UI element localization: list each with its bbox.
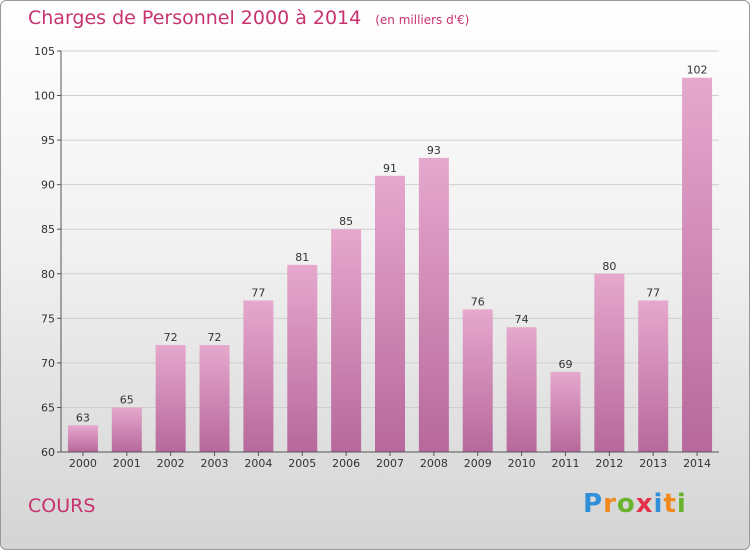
bar-2013 xyxy=(638,300,669,452)
bar-2000 xyxy=(67,425,98,452)
x-tick-label-2005: 2005 xyxy=(288,457,316,470)
y-tick-label: 65 xyxy=(41,401,55,414)
title-text: Charges de Personnel 2000 à 2014 xyxy=(28,7,362,29)
logo-letter: i xyxy=(676,489,687,519)
chart-title: Charges de Personnel 2000 à 2014 (en mill… xyxy=(28,7,469,29)
y-tick-label: 80 xyxy=(41,268,55,281)
y-tick-label: 95 xyxy=(41,134,55,147)
bar-2005 xyxy=(287,264,318,452)
y-tick-label: 85 xyxy=(41,223,55,236)
x-tick-label-2000: 2000 xyxy=(69,457,97,470)
data-label-2007: 91 xyxy=(383,162,397,175)
x-tick-label-2012: 2012 xyxy=(595,457,623,470)
x-tick-label-2006: 2006 xyxy=(332,457,360,470)
x-axis: 2000 2001 2002 2003 2004 2005 2006 2007 2008 2009… xyxy=(61,451,719,470)
logo-letter: P xyxy=(583,489,604,519)
y-tick-label: 60 xyxy=(41,446,55,459)
logo-letter: r xyxy=(603,489,617,519)
data-label-2000: 63 xyxy=(76,411,90,424)
x-tick-label-2013: 2013 xyxy=(639,457,667,470)
x-tick-label-2011: 2011 xyxy=(551,457,579,470)
x-tick-label-2010: 2010 xyxy=(508,457,536,470)
data-label-2010: 74 xyxy=(515,313,529,326)
bar-2011 xyxy=(550,371,581,452)
bar-2014 xyxy=(682,77,713,452)
bar-2012 xyxy=(594,273,625,452)
x-tick-label-2004: 2004 xyxy=(244,457,272,470)
data-label-2004: 77 xyxy=(251,287,265,300)
data-label-2001: 65 xyxy=(120,393,134,406)
bar-2006 xyxy=(331,229,362,452)
x-tick-label-2007: 2007 xyxy=(376,457,404,470)
y-tick-label: 70 xyxy=(41,357,55,370)
x-tick-label-2009: 2009 xyxy=(464,457,492,470)
data-label-2011: 69 xyxy=(558,358,572,371)
data-label-2008: 93 xyxy=(427,144,441,157)
commune-name: COURS xyxy=(28,495,96,517)
data-label-2012: 80 xyxy=(602,260,616,273)
bars xyxy=(67,77,713,452)
bar-2007 xyxy=(375,175,405,452)
x-tick-label-2003: 2003 xyxy=(201,457,229,470)
bar-2009 xyxy=(462,309,493,452)
x-tick-label-2002: 2002 xyxy=(157,457,185,470)
data-label-2002: 72 xyxy=(164,331,178,344)
data-label-2013: 77 xyxy=(646,287,660,300)
x-tick-label-2001: 2001 xyxy=(113,457,141,470)
data-label-2005: 81 xyxy=(295,251,309,264)
y-tick-label: 105 xyxy=(34,45,55,58)
y-tick-label: 75 xyxy=(41,312,55,325)
logo-letter: t xyxy=(663,489,677,519)
data-labels: 63 65 72 72 77 81 85 91 93 76 74 69 80 77 102 xyxy=(76,64,708,425)
bar-2003 xyxy=(199,345,230,452)
x-tick-label-2008: 2008 xyxy=(420,457,448,470)
bar-2010 xyxy=(506,327,537,452)
data-label-2003: 72 xyxy=(208,331,222,344)
x-tick-label-2014: 2014 xyxy=(683,457,711,470)
bar-2004 xyxy=(243,300,274,452)
bar-2008 xyxy=(418,157,449,452)
logo-letter: i xyxy=(653,489,664,519)
y-tick-label: 100 xyxy=(34,90,55,103)
chart-subtitle: (en milliers d'€) xyxy=(375,13,470,27)
data-label-2006: 85 xyxy=(339,215,353,228)
proxiti-logo: Proxiti xyxy=(583,489,687,519)
data-label-2014: 102 xyxy=(687,64,708,77)
y-axis: 60 65 70 75 80 85 90 95 100 105 xyxy=(34,45,62,459)
data-label-2009: 76 xyxy=(471,295,485,308)
y-tick-label: 90 xyxy=(41,179,55,192)
logo-letter: x xyxy=(635,489,654,519)
bar-2001 xyxy=(111,407,142,452)
bar-2002 xyxy=(155,345,186,452)
logo-letter: o xyxy=(616,489,636,519)
